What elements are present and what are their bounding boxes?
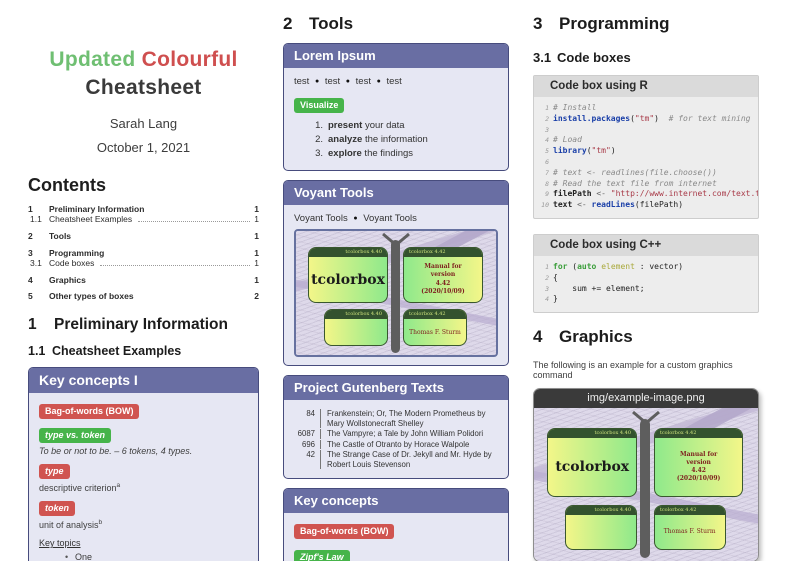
section-3-heading: 3 Programming [533,14,670,33]
tcolorbox-author-box: tcolorbox 4.42 Thomas F. Sturm [403,309,467,347]
title-word-colourful: Colourful [141,48,238,71]
title-word-cheatsheet: Cheatsheet [85,76,202,100]
r-code-listing: 1 # Install 2 install.packages("tm") # for … [541,103,759,210]
author-name: Sarah Lang [109,115,178,131]
butterfly-body [640,418,651,559]
numbered-steps: 1. present your data 2. analyze the inform… [314,120,498,159]
token-description: unit of analysisb [39,519,103,531]
left-column: Updated Colourful Cheatsheet Sarah Lang … [28,0,259,561]
type-badge: type [39,464,70,480]
bullet-separator-icon: ● [353,215,358,222]
section-2-heading: 2 Tools [283,14,354,33]
type-vs-token-badge: type vs. token [39,428,112,444]
tcolorbox-label: tcolorbox [555,458,630,475]
box-title: Key concepts I [29,368,258,394]
table-row: 42 The Strange Case of Dr. Jekyll and Mr.… [296,450,496,469]
key-topics-label: Key topics [39,538,81,549]
list-item: 3. explore the findings [315,148,414,159]
list-item: • One [65,552,93,561]
manual-version-label: Manual for version 4.42 (2020/10/09) [676,450,721,483]
bow-badge: Bag-of-words (BOW) [294,524,395,539]
author-label: Thomas F. Sturm [663,528,716,536]
toc-entry: 3.1 Code boxes 1 [30,258,259,269]
right-column: 3 Programming 3.1 Code boxes Code box us… [533,0,759,561]
r-code-box: Code box using R 1 # Install 2 install.pack… [533,75,759,219]
tcolorbox-manual-box: tcolorbox 4.42 Manual for version 4.42 (202… [403,247,483,303]
section-3-1-heading: 3.1 Code boxes [533,50,631,65]
contents-heading: Contents [28,174,106,195]
toc-entry: 5 Other types of boxes 2 [28,291,259,302]
toc-entry: 2 Tools 1 [28,230,259,241]
footnote-mark-a: a [116,482,121,490]
zipfs-law-badge: Zipf's Law [294,550,350,561]
box-title: Key concepts [284,489,508,513]
cpp-code-box: Code box using C++ 1 for (auto element : … [533,233,759,314]
tcolorbox-butterfly-artwork: tcolorbox 4.40 tcolorbox tcolorbox 4.42 … [534,408,758,561]
bullet-icon: • [65,552,69,561]
tcolorbox-main-box: tcolorbox 4.40 tcolorbox [308,247,388,303]
key-topics-list: •One •Two •Three [39,552,248,561]
section-1-heading: 1 Preliminary Information [28,316,228,334]
box-title: Code box using R [534,76,758,97]
table-row: 6087 The Vampyre; a Tale by John William … [296,429,496,439]
bullet-separator-icon: ● [345,78,351,85]
toc-entry: 1.1 Cheatsheet Examples 1 [30,214,259,225]
tcolorbox-butterfly-artwork: tcolorbox 4.40 tcolorbox tcolorbox 4.42 … [296,231,496,355]
gutenberg-texts-box: Project Gutenberg Texts 84 Frankenstein; … [283,375,509,479]
visualize-badge: Visualize [294,98,345,113]
toc-entry: 3 Programming 1 [28,247,259,258]
title-block: Updated Colourful Cheatsheet Sarah Lang … [28,46,259,155]
table-row: 696 The Castle of Otranto by Horace Walpo… [296,439,496,449]
type-description: descriptive criteriona [39,482,121,494]
toc-entry: 4 Graphics 1 [28,274,259,285]
image-filename-label: img/example-image.png [534,389,758,409]
box-title: Lorem Ipsum [284,44,508,68]
graphics-caption: The following is an example for a custom… [533,360,733,381]
table-of-contents: 1 Preliminary Information 1 1.1 Cheatshe… [28,204,259,302]
type-token-description: To be or not to be. – 6 tokens, 4 types. [39,446,193,457]
author-label: Thomas F. Sturm [409,328,461,336]
middle-column: 2 Tools Lorem Ipsum test ● test ● test ●… [283,0,509,561]
section-1-1-heading: 1.1 Cheatsheet Examples [28,344,182,359]
footnote-mark-b: b [98,519,103,527]
bullet-separator-icon: ● [314,78,320,85]
lorem-ipsum-box: Lorem Ipsum test ● test ● test ● test Vi… [283,43,509,171]
box-title: Project Gutenberg Texts [284,376,508,400]
cpp-code-listing: 1 for (auto element : vector) 2{3 sum += e… [545,261,684,304]
list-item: 2. analyze the information [315,134,428,145]
title-word-updated: Updated [49,48,136,71]
tcolorbox-label: tcolorbox [311,271,385,288]
gutenberg-table: 84 Frankenstein; Or, The Modern Prometheu… [294,409,498,469]
box-title: Code box using C++ [534,234,758,256]
test-item-list: test ● test ● test ● test [294,76,402,87]
tcolorbox-main-box: tcolorbox 4.40 tcolorbox [547,428,638,497]
document-title: Updated Colourful Cheatsheet [28,46,259,103]
key-concepts-1-box: Key concepts I Bag-of-words (BOW) type v… [28,367,259,561]
voyant-item-list: Voyant Tools ● Voyant Tools [294,213,417,224]
voyant-tools-box: Voyant Tools Voyant Tools ● Voyant Tools [283,180,509,366]
list-item: 1. present your data [315,120,405,131]
example-image-frame: img/example-image.png tcolorbox 4.40 tco… [533,388,759,561]
tcolorbox-empty-box: tcolorbox 4.40 [565,504,638,551]
tcolorbox-empty-box: tcolorbox 4.40 [324,309,388,347]
key-concepts-2-box: Key concepts Bag-of-words (BOW) Zipf's L… [283,488,509,561]
tcolorbox-author-box: tcolorbox 4.42 Thomas F. Sturm [653,504,726,551]
butterfly-body [390,239,400,353]
box-title: Voyant Tools [284,181,508,205]
document-date: October 1, 2021 [96,139,191,155]
voyant-example-image: tcolorbox 4.40 tcolorbox tcolorbox 4.42 … [294,229,498,357]
table-row: 84 Frankenstein; Or, The Modern Prometheu… [296,409,496,428]
bullet-separator-icon: ● [376,78,381,85]
section-4-heading: 4 Graphics [533,327,633,347]
tcolorbox-manual-box: tcolorbox 4.42 Manual for version 4.42 (202… [653,428,744,497]
token-badge: token [39,501,76,517]
bow-badge: Bag-of-words (BOW) [39,404,140,420]
manual-version-label: Manual for version 4.42 (2020/10/09) [421,263,465,295]
toc-entry: 1 Preliminary Information 1 [28,203,259,214]
